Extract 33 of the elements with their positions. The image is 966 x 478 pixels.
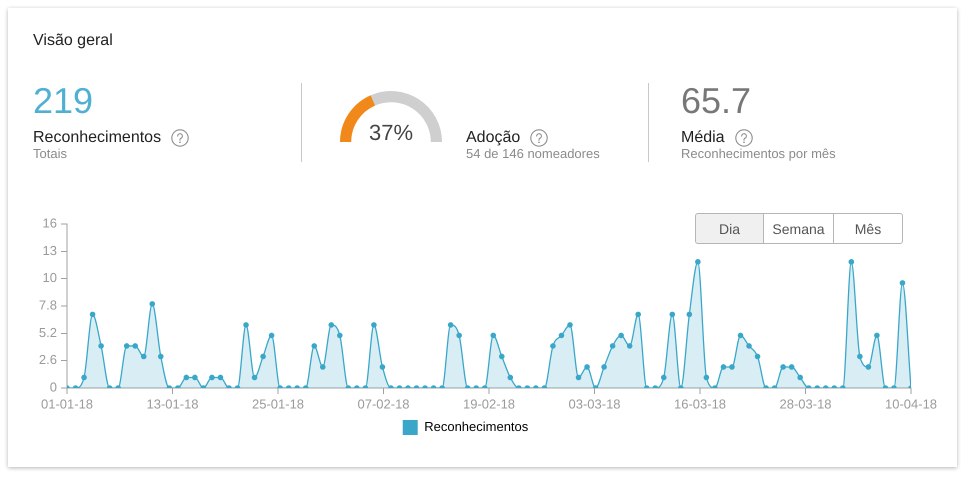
text: 54 de 146 nomeadores bbox=[466, 146, 600, 161]
y-tick-label: 13 bbox=[42, 242, 57, 258]
y-tick-label: 5.2 bbox=[38, 324, 57, 340]
text: Visão geral bbox=[33, 32, 113, 48]
segment-button[interactable]: Dia bbox=[695, 213, 764, 244]
text: 37% bbox=[368, 120, 414, 145]
legend-label: Reconhecimentos bbox=[424, 419, 529, 434]
text: Reconhecimentos bbox=[33, 129, 162, 147]
x-tick-label: 25-01-18 bbox=[252, 396, 304, 412]
text: Adoção bbox=[466, 129, 520, 147]
text: Média bbox=[681, 129, 725, 147]
x-tick-label: 28-03-18 bbox=[779, 396, 832, 412]
x-tick-label: 03-03-18 bbox=[568, 396, 621, 412]
x-tick-label: 07-02-18 bbox=[357, 396, 410, 412]
x-tick-label: 10-04-18 bbox=[884, 396, 938, 412]
segment-button[interactable]: Mês bbox=[834, 213, 903, 244]
y-tick-label: 16 bbox=[42, 216, 57, 231]
x-tick-label: 13-01-18 bbox=[146, 396, 199, 412]
y-tick-label: 0 bbox=[50, 380, 57, 395]
segment-button[interactable]: Semana bbox=[764, 213, 834, 244]
x-tick-label: 16-03-18 bbox=[674, 396, 726, 412]
text: 65.7 bbox=[681, 80, 752, 120]
x-tick-label: 01-01-18 bbox=[40, 396, 94, 412]
y-tick-label: 2.6 bbox=[38, 352, 57, 368]
annotation: Mês bbox=[854, 220, 882, 236]
text: Reconhecimentos por mês bbox=[681, 146, 836, 161]
annotation: Dia bbox=[718, 220, 740, 236]
text: Totais bbox=[33, 146, 67, 161]
y-tick-label: 10 bbox=[42, 270, 57, 286]
annotation: Semana bbox=[772, 220, 825, 236]
text: 219 bbox=[33, 80, 94, 120]
x-tick-label: 19-02-18 bbox=[462, 396, 516, 412]
y-tick-label: 7.8 bbox=[38, 298, 57, 313]
